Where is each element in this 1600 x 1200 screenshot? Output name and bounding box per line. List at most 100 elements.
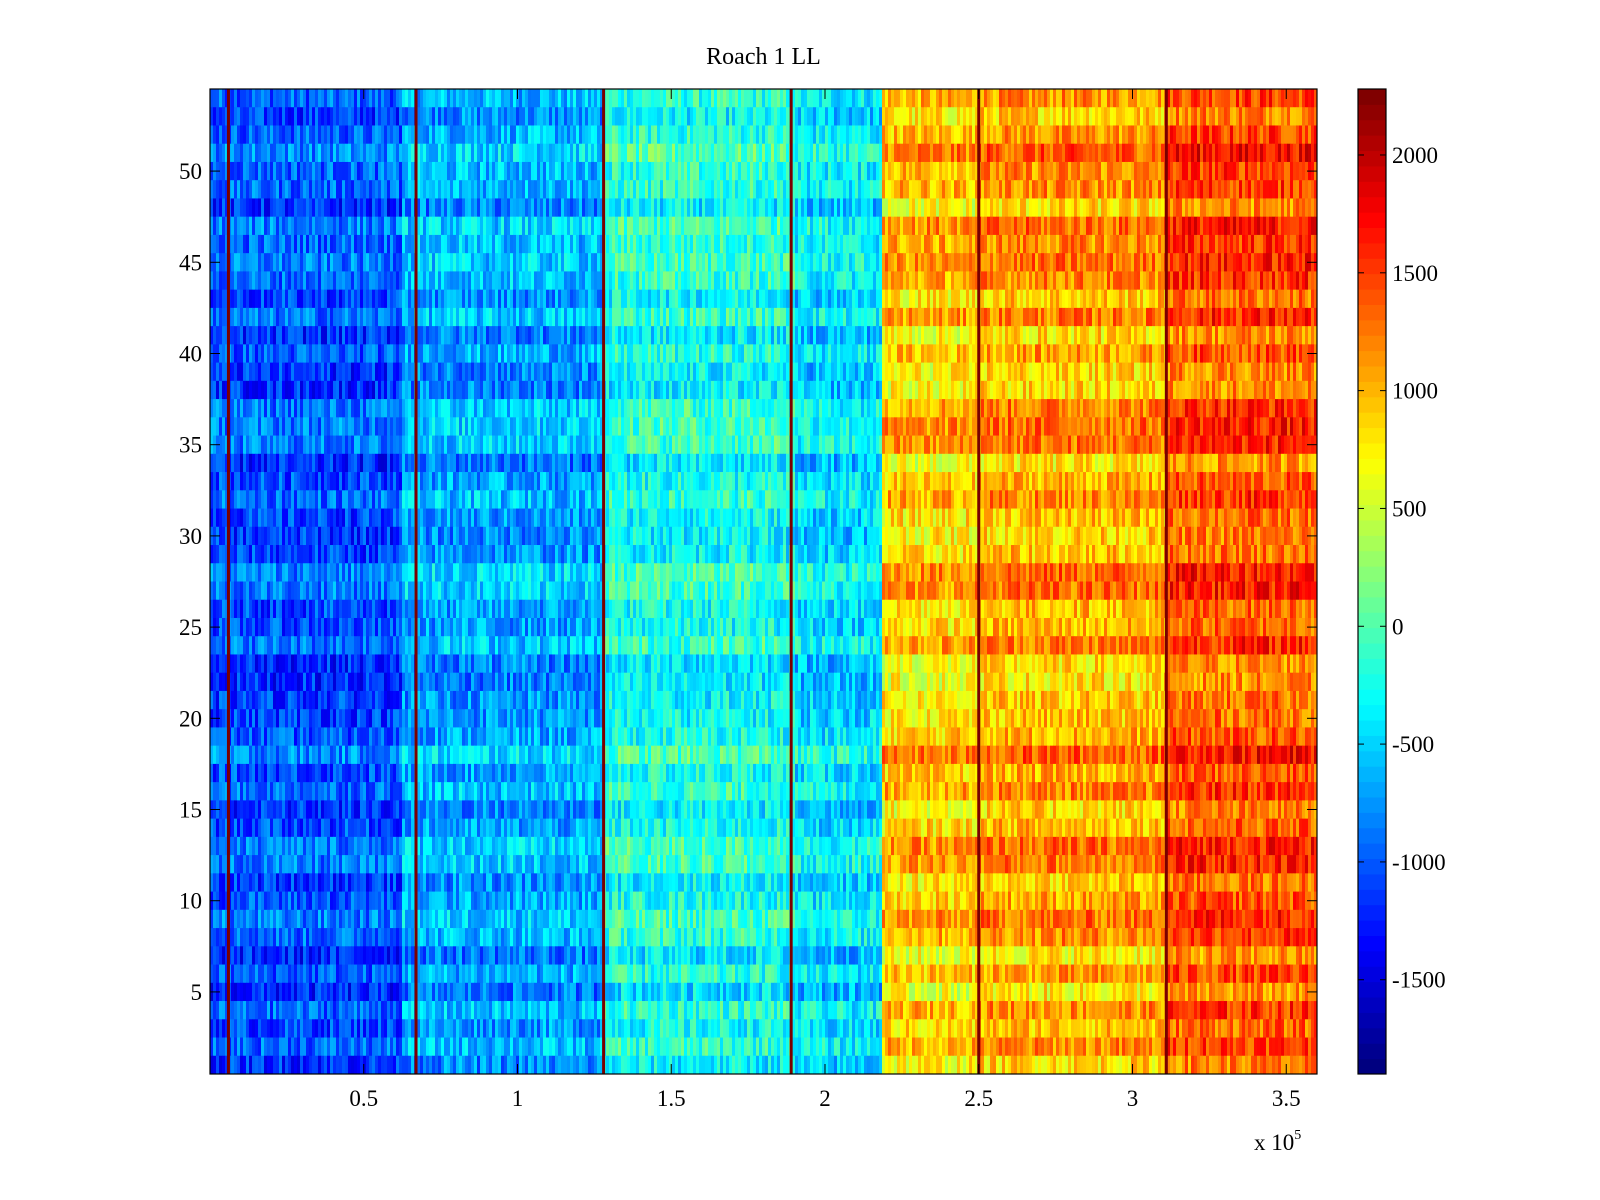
- heatmap-cell: [1230, 234, 1234, 254]
- heatmap-cell: [1074, 161, 1078, 181]
- heatmap-cell: [639, 326, 643, 345]
- heatmap-cell: [768, 216, 772, 236]
- heatmap-cell: [330, 326, 334, 345]
- heatmap-cell: [390, 216, 394, 236]
- heatmap-cell: [894, 143, 898, 163]
- heatmap-cell: [771, 326, 775, 345]
- heatmap-cell: [999, 89, 1003, 108]
- heatmap-cell: [846, 216, 850, 236]
- heatmap-cell: [216, 143, 220, 163]
- heatmap-cell: [324, 234, 328, 254]
- heatmap-cell: [540, 180, 544, 199]
- heatmap-cell: [459, 143, 463, 163]
- heatmap-cell: [327, 161, 331, 181]
- heatmap-cell: [882, 107, 886, 126]
- heatmap-cell: [1056, 107, 1060, 126]
- heatmap-cell: [1152, 89, 1156, 108]
- heatmap-cell: [699, 198, 703, 218]
- heatmap-cell: [1077, 198, 1081, 218]
- heatmap-cell: [657, 289, 661, 309]
- heatmap-cell: [336, 161, 340, 181]
- heatmap-cell: [885, 180, 889, 199]
- heatmap-cell: [702, 198, 706, 218]
- heatmap-cell: [792, 271, 796, 291]
- heatmap-cell: [1278, 125, 1282, 145]
- heatmap-cell: [927, 271, 931, 291]
- heatmap-cell: [822, 198, 826, 218]
- heatmap-cell: [396, 216, 400, 236]
- heatmap-cell: [390, 234, 394, 254]
- heatmap-cell: [1140, 180, 1144, 199]
- heatmap-cell: [768, 326, 772, 345]
- heatmap-cell: [1239, 161, 1243, 181]
- heatmap-cell: [381, 253, 385, 272]
- heatmap-cell: [1101, 216, 1105, 236]
- heatmap-cell: [243, 326, 247, 345]
- heatmap-cell: [552, 289, 556, 309]
- heatmap-cell: [300, 107, 304, 126]
- heatmap-cell: [1068, 198, 1072, 218]
- heatmap-cell: [648, 107, 652, 126]
- heatmap-cell: [807, 271, 811, 291]
- heatmap-cell: [546, 143, 550, 163]
- heatmap-cell: [501, 326, 505, 345]
- heatmap-cell: [456, 125, 460, 145]
- heatmap-cell: [1284, 198, 1288, 218]
- heatmap-cell: [1293, 271, 1297, 291]
- heatmap-cell: [405, 307, 409, 327]
- heatmap-cell: [1305, 180, 1309, 199]
- heatmap-cell: [273, 161, 277, 181]
- heatmap-cell: [279, 143, 283, 163]
- heatmap-cell: [741, 180, 745, 199]
- heatmap-cell: [537, 326, 541, 345]
- heatmap-cell: [909, 89, 913, 108]
- heatmap-cell: [1263, 253, 1267, 272]
- heatmap-cell: [894, 180, 898, 199]
- heatmap-cell: [825, 107, 829, 126]
- heatmap-cell: [546, 307, 550, 327]
- heatmap-cell: [966, 107, 970, 126]
- heatmap-cell: [975, 180, 979, 199]
- heatmap-cell: [315, 89, 319, 108]
- heatmap-cell: [690, 307, 694, 327]
- heatmap-cell: [1008, 161, 1012, 181]
- heatmap-cell: [477, 253, 481, 272]
- heatmap-cell: [585, 180, 589, 199]
- heatmap-cell: [900, 180, 904, 199]
- heatmap-cell: [1008, 198, 1012, 218]
- heatmap-cell: [870, 143, 874, 163]
- heatmap-cell: [1020, 198, 1024, 218]
- heatmap-cell: [1245, 289, 1249, 309]
- heatmap-cell: [531, 216, 535, 236]
- heatmap-cell: [891, 271, 895, 291]
- heatmap-cell: [609, 234, 613, 254]
- heatmap-cell: [639, 234, 643, 254]
- heatmap-cell: [393, 125, 397, 145]
- heatmap-cell: [1215, 89, 1219, 108]
- heatmap-cell: [879, 89, 883, 108]
- heatmap-cell: [1098, 216, 1102, 236]
- heatmap-cell: [366, 289, 370, 309]
- heatmap-cell: [420, 253, 424, 272]
- heatmap-cell: [879, 198, 883, 218]
- heatmap-cell: [744, 271, 748, 291]
- heatmap-cell: [1275, 234, 1279, 254]
- heatmap-cell: [801, 216, 805, 236]
- heatmap-cell: [681, 326, 685, 345]
- heatmap-cell: [1272, 143, 1276, 163]
- heatmap-cell: [645, 161, 649, 181]
- heatmap-cell: [330, 198, 334, 218]
- heatmap-cell: [1278, 161, 1282, 181]
- heatmap-cell: [234, 198, 238, 218]
- heatmap-cell: [348, 289, 352, 309]
- heatmap-cell: [594, 161, 598, 181]
- heatmap-cell: [711, 234, 715, 254]
- heatmap-cell: [489, 143, 493, 163]
- heatmap-cell: [252, 326, 256, 345]
- heatmap-cell: [210, 289, 214, 309]
- heatmap-cell: [1038, 89, 1042, 108]
- heatmap-cell: [1257, 125, 1261, 145]
- heatmap-cell: [432, 307, 436, 327]
- heatmap-cell: [552, 326, 556, 345]
- heatmap-cell: [1233, 89, 1237, 108]
